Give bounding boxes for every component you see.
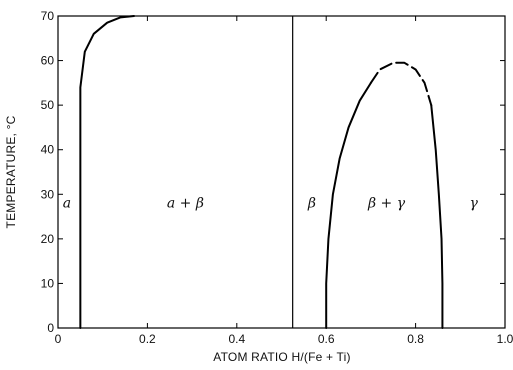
y-tick-label: 10 xyxy=(41,276,55,290)
y-axis-title: TEMPERATURE, °C xyxy=(4,115,18,228)
region-label: β xyxy=(307,196,316,212)
y-tick-label: 30 xyxy=(41,187,55,201)
x-tick-label: 0.2 xyxy=(139,332,156,346)
y-tick-label: 50 xyxy=(41,98,55,112)
y-tick-label: 40 xyxy=(41,143,55,157)
region-label: γ xyxy=(470,196,479,212)
phase-boundary-line xyxy=(430,104,444,329)
x-tick-label: 0.4 xyxy=(228,332,245,346)
phase-boundaries xyxy=(79,15,444,329)
region-labels: a a + β β β + γ γ xyxy=(63,196,479,212)
region-label: β + γ xyxy=(367,196,406,212)
axis-ticks: 0 0.2 0.4 0.6 0.8 1.0 0 10 20 30 40 50 60 70 xyxy=(41,9,513,346)
phase-boundary-line xyxy=(369,61,433,107)
region-label: a + β xyxy=(167,196,204,212)
x-axis-title: ATOM RATIO H/(Fe + Ti) xyxy=(213,350,350,364)
y-tick-label: 70 xyxy=(41,9,55,23)
x-tick-label: 0.6 xyxy=(318,332,335,346)
y-tick-label: 0 xyxy=(47,321,54,335)
region-label: a xyxy=(63,196,71,212)
y-tick-label: 60 xyxy=(41,54,55,68)
phase-boundary-line xyxy=(325,81,372,329)
plot-frame xyxy=(57,15,506,329)
x-tick-label: 0.8 xyxy=(407,332,424,346)
x-tick-label: 1.0 xyxy=(497,332,513,346)
phase-boundary-line xyxy=(79,15,135,329)
x-tick-label: 0 xyxy=(55,332,62,346)
y-tick-label: 20 xyxy=(41,232,55,246)
